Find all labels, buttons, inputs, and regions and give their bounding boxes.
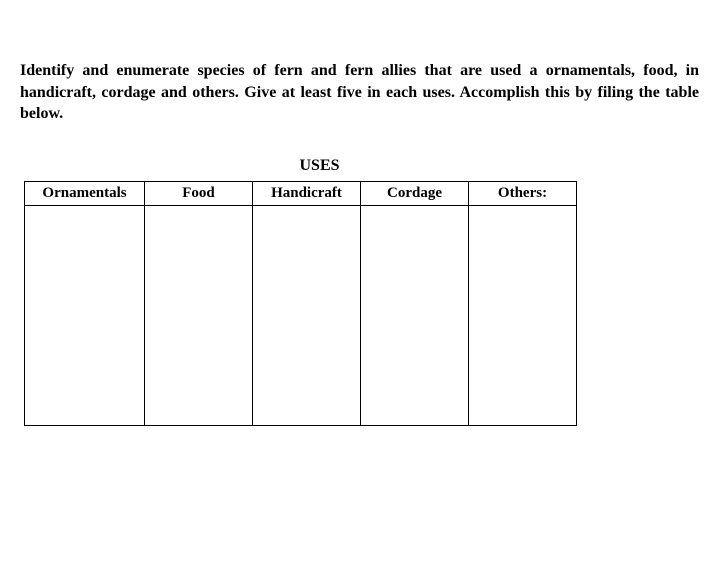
column-header-cordage: Cordage (361, 181, 469, 205)
table-title: USES (0, 157, 699, 175)
uses-table: Ornamentals Food Handicraft Cordage Othe… (24, 181, 577, 426)
column-header-food: Food (145, 181, 253, 205)
cell-ornamentals (25, 205, 145, 425)
cell-others (469, 205, 577, 425)
column-header-ornamentals: Ornamentals (25, 181, 145, 205)
cell-food (145, 205, 253, 425)
cell-handicraft (253, 205, 361, 425)
instructions-text: Identify and enumerate species of fern a… (20, 60, 699, 125)
column-header-others: Others: (469, 181, 577, 205)
column-header-handicraft: Handicraft (253, 181, 361, 205)
table-row (25, 205, 577, 425)
table-header-row: Ornamentals Food Handicraft Cordage Othe… (25, 181, 577, 205)
cell-cordage (361, 205, 469, 425)
